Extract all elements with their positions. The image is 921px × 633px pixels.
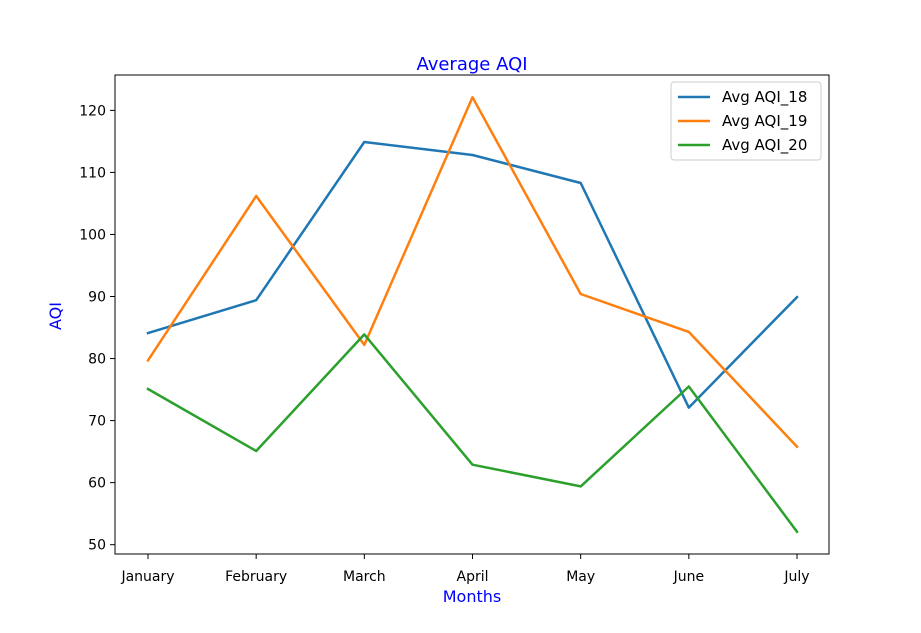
legend-label-3: Avg AQI_20 (722, 136, 807, 155)
chart-title: Average AQI (416, 54, 527, 75)
series-line-2 (146, 96, 799, 449)
x-axis: January February March April May June July (120, 554, 810, 585)
legend-label-2: Avg AQI_19 (722, 112, 807, 131)
y-tick-label: 90 (88, 290, 106, 306)
legend-box (670, 81, 822, 161)
x-tick-label: May (566, 569, 595, 585)
y-tick-label: 80 (88, 352, 106, 368)
x-tick-label: June (673, 569, 705, 585)
y-tick-label: 120 (79, 103, 106, 119)
x-axis-label: Months (443, 587, 501, 606)
legend-label-1: Avg AQI_18 (722, 88, 807, 107)
x-tick-label: April (457, 569, 489, 585)
y-axis: 50 60 70 80 90 100 110 120 (79, 103, 115, 554)
series-line-1 (146, 140, 799, 409)
y-axis-label: AQI (46, 302, 65, 330)
x-tick-label: March (343, 569, 386, 585)
y-tick-label: 110 (79, 165, 106, 181)
x-tick-label: July (783, 569, 809, 585)
legend: Avg AQI_18 Avg AQI_19 Avg AQI_20 (670, 81, 822, 161)
y-tick-label: 60 (88, 476, 106, 492)
y-tick-label: 50 (88, 538, 106, 554)
y-tick-label: 100 (79, 227, 106, 243)
x-tick-label: February (225, 569, 287, 585)
y-tick-label: 70 (88, 414, 106, 430)
series-lines (146, 96, 799, 534)
x-tick-label: January (120, 569, 174, 585)
series-line-3 (146, 333, 799, 534)
